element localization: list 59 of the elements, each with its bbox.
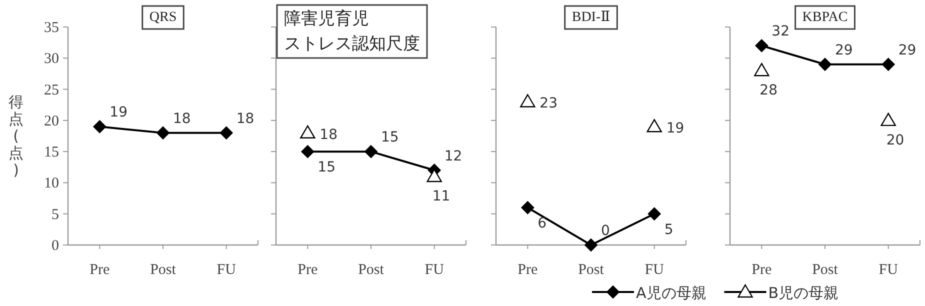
x-tick-label: FU <box>216 262 236 278</box>
point <box>882 58 895 71</box>
data-label: 29 <box>835 42 853 58</box>
point <box>364 145 378 158</box>
point <box>818 58 832 71</box>
x-tick-label: FU <box>424 262 444 278</box>
y-tick-label: 10 <box>44 176 59 192</box>
legend-label: A児の母親 <box>636 284 706 302</box>
x-tick-label: Post <box>812 262 839 278</box>
point <box>520 94 536 108</box>
point <box>584 238 598 252</box>
x-tick-label: Pre <box>518 262 538 278</box>
data-label: 18 <box>320 126 338 143</box>
chart-title: KBPAC <box>802 10 848 25</box>
x-tick-label: FU <box>644 262 664 278</box>
data-label: 19 <box>666 120 684 137</box>
x-tick-label: Post <box>358 262 385 278</box>
x-tick-label: Post <box>150 262 177 278</box>
data-label: 23 <box>540 96 558 112</box>
data-label: 0 <box>601 223 610 239</box>
point <box>300 125 316 138</box>
data-label: 32 <box>772 24 790 40</box>
y-tick-label: 0 <box>52 238 59 254</box>
y-tick-label: 25 <box>44 82 59 98</box>
x-tick-label: FU <box>878 262 898 278</box>
data-label: 20 <box>886 132 904 148</box>
data-label: 19 <box>110 104 128 121</box>
data-label: 28 <box>760 82 778 99</box>
data-label: 29 <box>898 42 916 58</box>
chart-title: QRS <box>149 10 177 25</box>
point <box>755 39 768 52</box>
y-tick-label: 35 <box>44 20 59 36</box>
x-tick-label: Post <box>578 262 605 278</box>
point <box>521 201 534 214</box>
y-tick-label: 30 <box>44 51 59 68</box>
data-label: 18 <box>173 110 191 127</box>
y-axis-title: 得点(点) <box>8 93 24 179</box>
data-label: 15 <box>381 130 399 146</box>
data-label: 15 <box>318 160 336 176</box>
data-label: 12 <box>444 148 462 164</box>
x-tick-label: Pre <box>90 262 110 278</box>
point <box>646 119 662 132</box>
y-tick-label: 5 <box>52 206 59 223</box>
data-label: 11 <box>432 188 450 204</box>
data-label: 6 <box>538 216 547 232</box>
x-tick-label: Pre <box>298 262 318 278</box>
point <box>754 63 770 76</box>
point <box>880 112 896 126</box>
chart-title: BDI-Ⅱ <box>572 10 610 25</box>
x-tick-label: Pre <box>752 262 772 278</box>
point <box>426 168 442 182</box>
point <box>648 207 661 220</box>
chart-title: 障害児育児ストレス認知尺度 <box>284 9 420 54</box>
data-label: 18 <box>236 110 254 127</box>
y-tick-label: 20 <box>44 113 59 130</box>
point <box>301 145 314 158</box>
data-label: 5 <box>664 222 674 238</box>
y-tick-label: 15 <box>44 144 59 161</box>
legend-label: B児の母親 <box>768 284 839 302</box>
